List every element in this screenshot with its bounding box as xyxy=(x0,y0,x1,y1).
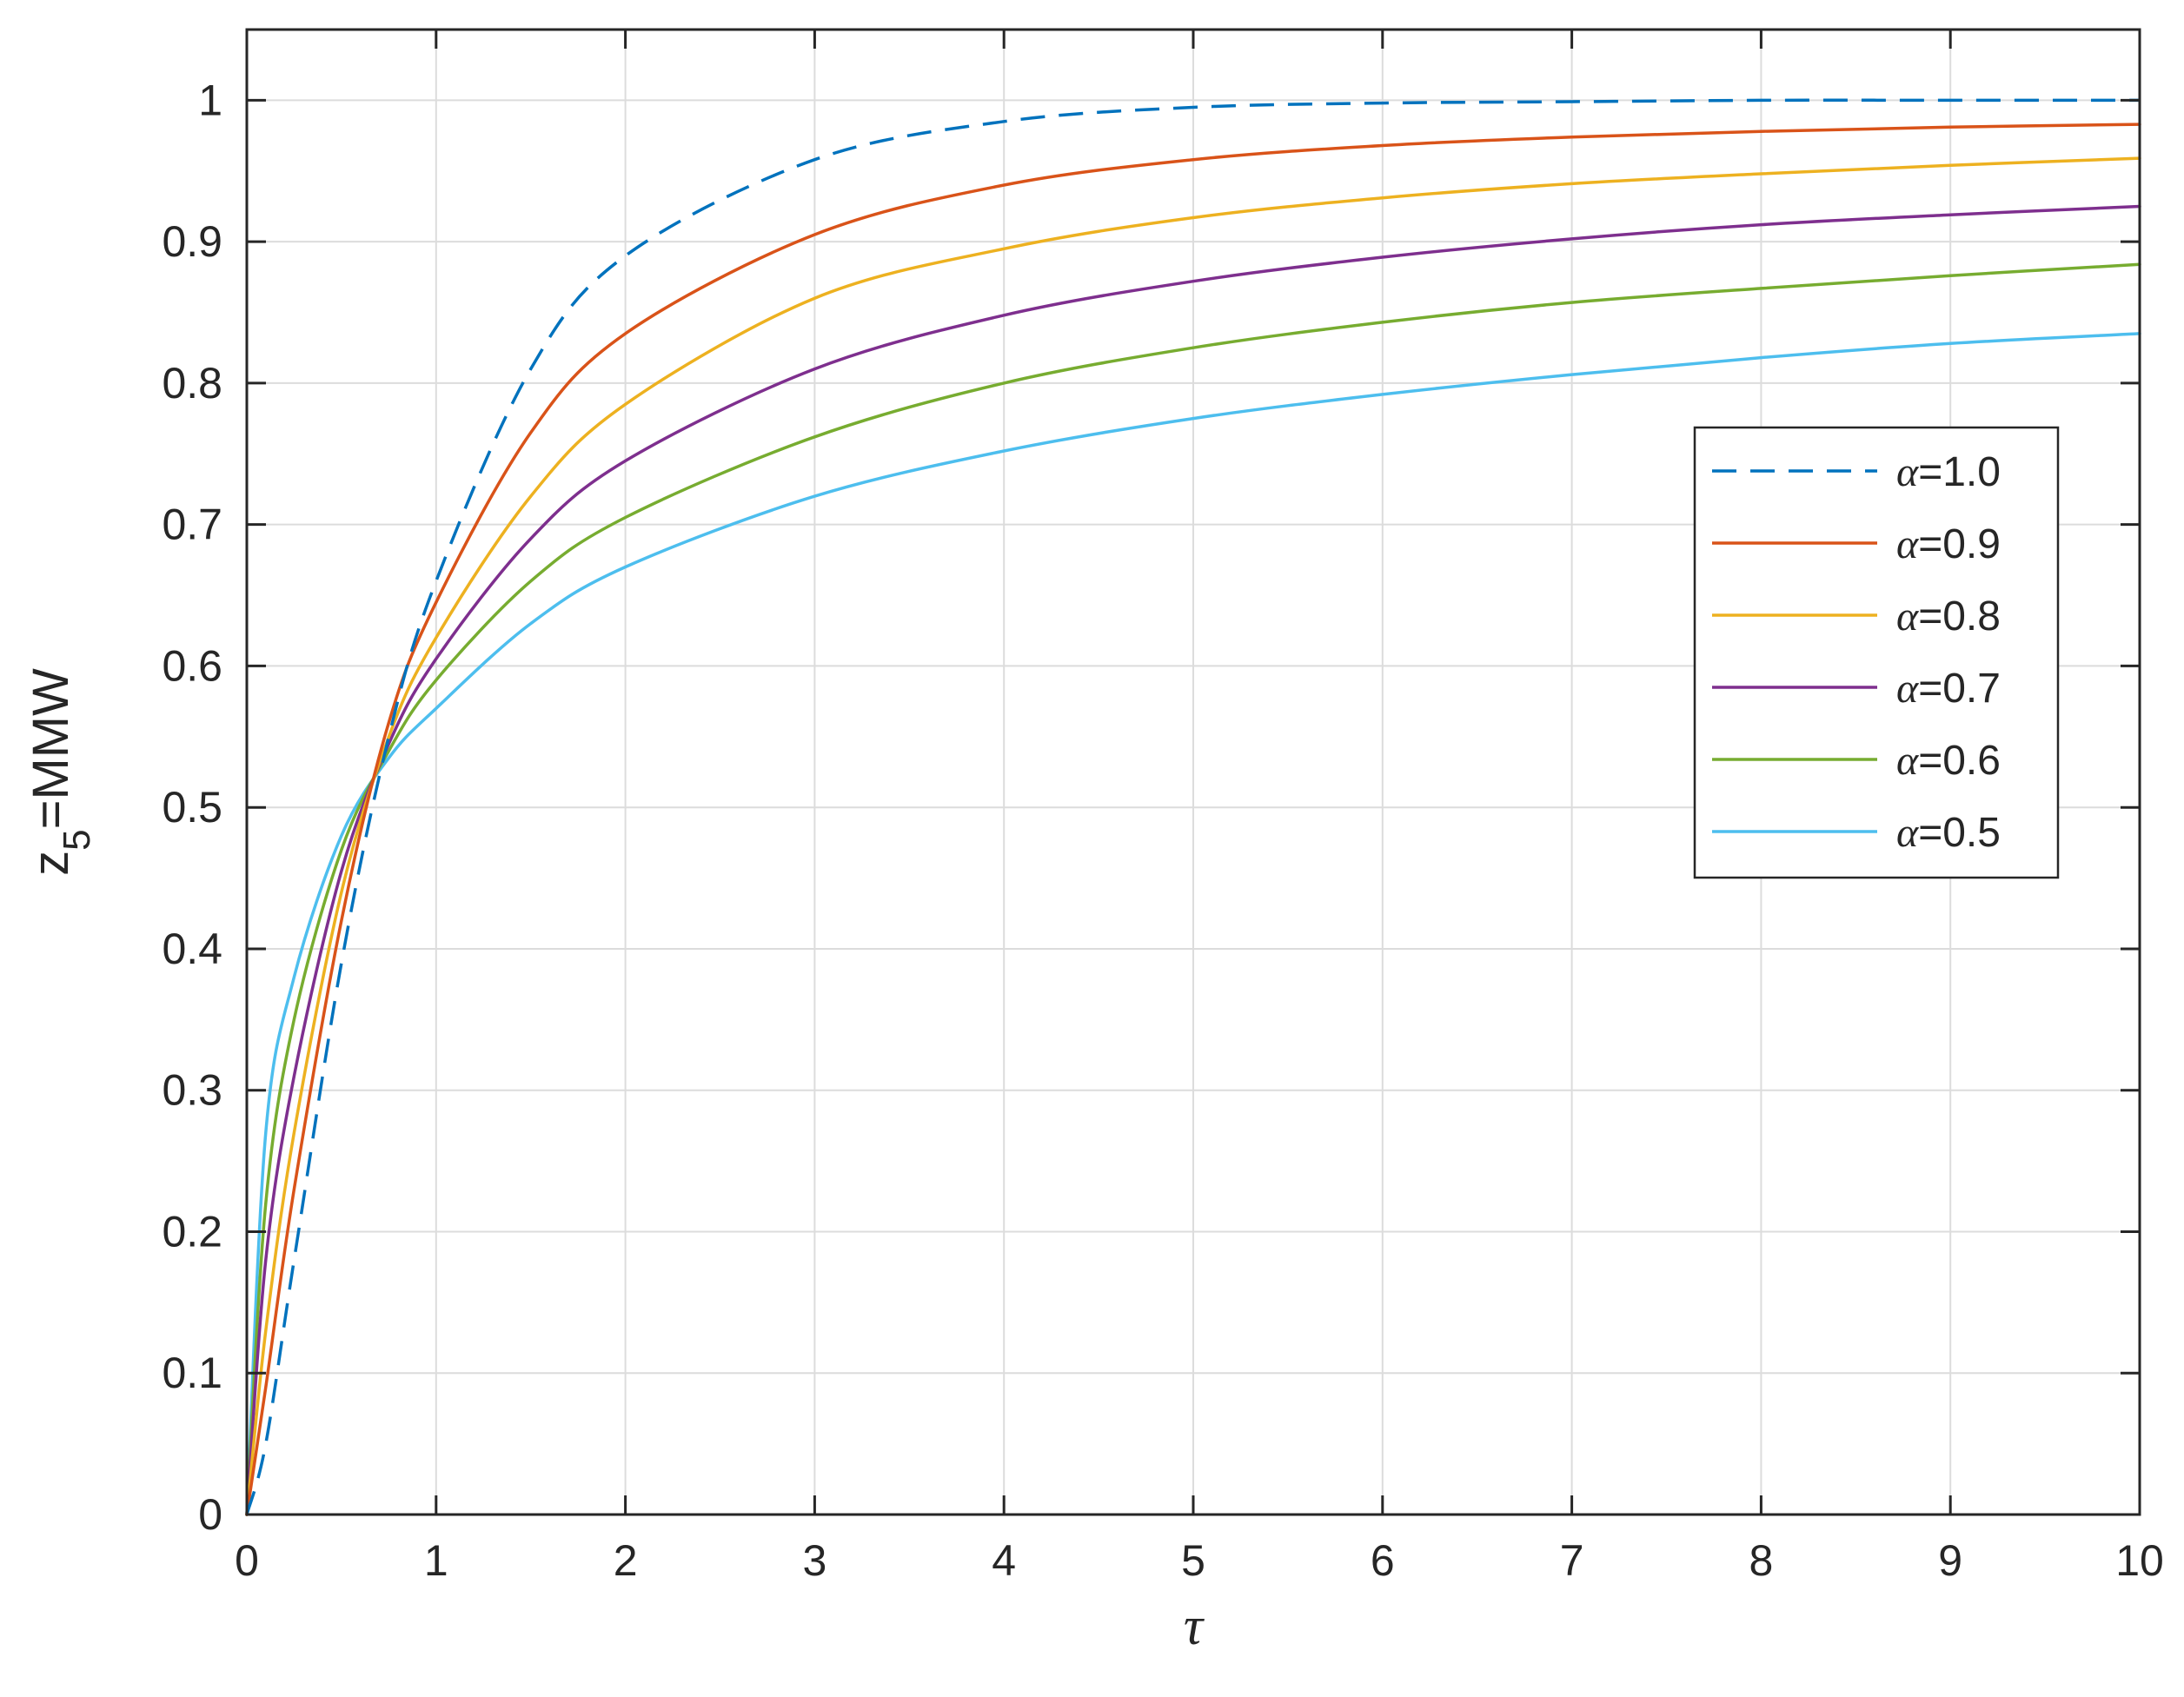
x-tick-label: 0 xyxy=(235,1536,259,1585)
plot-lines xyxy=(245,98,2141,1516)
y-tick-label: 0.7 xyxy=(162,500,222,549)
legend-label: α=0.7 xyxy=(1896,666,2001,712)
x-tick-label: 7 xyxy=(1560,1536,1584,1585)
legend-label-value: =0.5 xyxy=(1918,810,2001,856)
x-tick-label: 9 xyxy=(1938,1536,1962,1585)
x-axis-label: τ xyxy=(1184,1597,1205,1656)
y-tick-label: 0.8 xyxy=(162,359,222,408)
series-line xyxy=(245,204,2141,1516)
x-tick-label: 4 xyxy=(992,1536,1016,1585)
legend-label-value: =0.8 xyxy=(1918,593,2001,640)
y-tick-label: 0 xyxy=(198,1490,222,1539)
series-line xyxy=(245,156,2141,1516)
x-tick-label: 3 xyxy=(802,1536,826,1585)
legend-label-alpha: α xyxy=(1896,521,1919,567)
series-line xyxy=(245,332,2141,1516)
y-tick-label: 0.5 xyxy=(162,783,222,832)
y-axis-label-subscript: 5 xyxy=(56,829,98,850)
y-tick-labels: 0 0.1 0.2 0.3 0.4 0.5 0.6 0.7 0.8 0.9 1 xyxy=(162,76,222,1539)
legend-label: α=0.6 xyxy=(1896,738,2001,784)
x-tick-label: 5 xyxy=(1181,1536,1205,1585)
x-tick-label: 10 xyxy=(2115,1536,2164,1585)
legend-label: α=0.9 xyxy=(1896,521,2001,567)
y-tick-label: 0.9 xyxy=(162,217,222,266)
y-tick-label: 0.1 xyxy=(162,1349,222,1397)
series-line xyxy=(245,98,2140,1515)
x-tick-labels: 0 1 2 3 4 5 6 7 8 9 10 xyxy=(235,1536,2164,1585)
series-line xyxy=(245,262,2141,1516)
y-tick-label: 0.3 xyxy=(162,1066,222,1115)
y-tick-label: 0.4 xyxy=(162,925,222,973)
tick-marks xyxy=(245,30,2141,1516)
x-tick-label: 8 xyxy=(1749,1536,1773,1585)
legend-label-alpha: α xyxy=(1896,738,1919,784)
legend-label: α=0.5 xyxy=(1896,810,2001,856)
legend-box xyxy=(1693,426,2060,879)
x-tick-label: 1 xyxy=(424,1536,448,1585)
legend-label: α=1.0 xyxy=(1896,449,2001,495)
series-line xyxy=(245,123,2141,1516)
y-axis-label: z5=MMW xyxy=(23,668,98,876)
y-tick-label: 0.2 xyxy=(162,1207,222,1256)
legend-label-alpha: α xyxy=(1896,449,1919,495)
x-tick-label: 6 xyxy=(1371,1536,1395,1585)
y-tick-label: 1 xyxy=(198,76,222,124)
legend-label-alpha: α xyxy=(1896,810,1919,856)
legend-label-value: =1.0 xyxy=(1918,449,2001,495)
y-axis-label-base: z xyxy=(23,851,79,876)
y-axis-label-rest: =MMW xyxy=(23,668,79,830)
legend-label-alpha: α xyxy=(1896,593,1919,640)
legend-label: α=0.8 xyxy=(1896,593,2001,640)
x-tick-label: 2 xyxy=(614,1536,638,1585)
legend-label-value: =0.6 xyxy=(1918,738,2001,784)
legend-label-value: =0.9 xyxy=(1918,521,2001,567)
legend: α=1.0α=0.9α=0.8α=0.7α=0.6α=0.5 xyxy=(1693,426,2060,879)
legend-label-alpha: α xyxy=(1896,666,1919,712)
legend-label-value: =0.7 xyxy=(1918,666,2001,712)
y-tick-label: 0.6 xyxy=(162,641,222,690)
